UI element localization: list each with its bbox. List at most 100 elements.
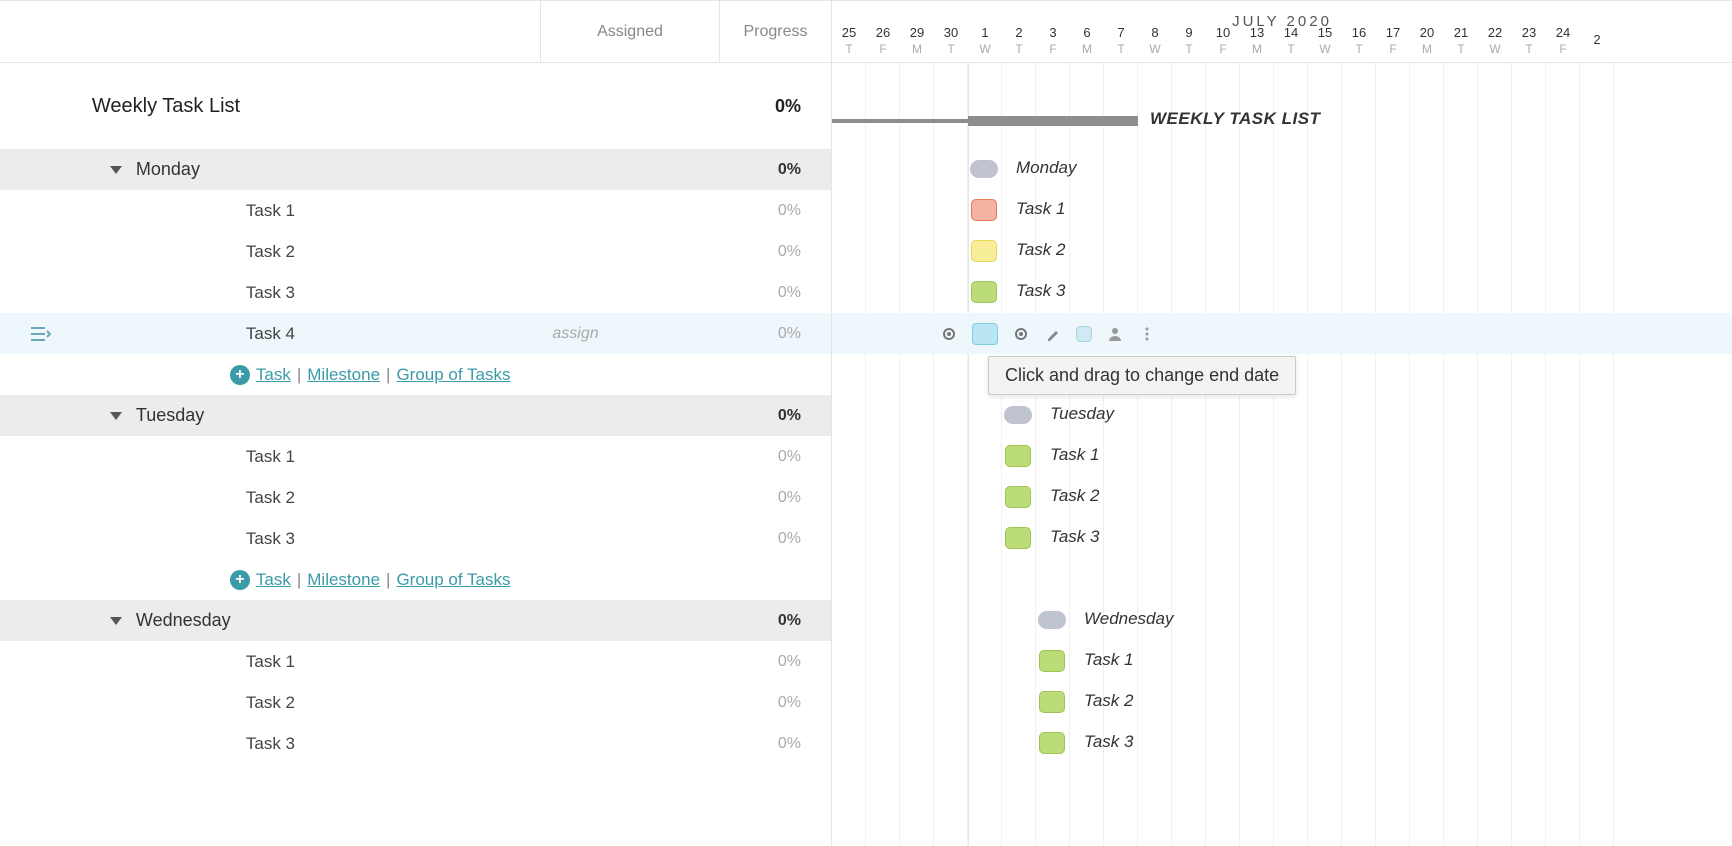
task-row[interactable]: Task 20% <box>0 682 831 723</box>
timeline-panel: JULY 2020 25T26F29M30T1W2T3F6M7T8W9T10F1… <box>832 1 1732 846</box>
add-links: + Task | Milestone | Group of Tasks <box>230 365 511 385</box>
drag-end-icon[interactable] <box>1012 325 1030 343</box>
add-group-link[interactable]: Group of Tasks <box>396 365 510 385</box>
date-cell[interactable]: 2 <box>1580 18 1614 62</box>
date-cell[interactable]: 30T <box>934 18 968 62</box>
add-milestone-link[interactable]: Milestone <box>307 365 380 385</box>
task-name[interactable]: Task 4 <box>246 324 295 344</box>
color-icon[interactable] <box>1076 326 1092 342</box>
group-name[interactable]: Monday <box>136 159 200 180</box>
task-name[interactable]: Task 1 <box>246 652 295 672</box>
date-cell[interactable]: 1W <box>968 18 1002 62</box>
group-bar-label: Tuesday <box>1050 404 1114 424</box>
task-bar[interactable] <box>972 323 998 345</box>
add-task-link[interactable]: Task <box>256 365 291 385</box>
task-row[interactable]: Task 20% <box>0 477 831 518</box>
assign-placeholder[interactable]: assign <box>552 325 598 343</box>
task-row[interactable]: Task 30% <box>0 518 831 559</box>
date-cell[interactable]: 16T <box>1342 18 1376 62</box>
plus-icon[interactable]: + <box>230 365 250 385</box>
date-cell[interactable]: 23T <box>1512 18 1546 62</box>
task-bar-label: Task 3 <box>1050 527 1099 547</box>
task-bar[interactable] <box>1039 691 1065 713</box>
date-cell[interactable]: 26F <box>866 18 900 62</box>
group-row[interactable]: Monday0% <box>0 149 831 190</box>
task-bar[interactable] <box>971 281 997 303</box>
date-cell[interactable]: 7T <box>1104 18 1138 62</box>
task-bar[interactable] <box>1005 445 1031 467</box>
task-bar[interactable] <box>1039 650 1065 672</box>
app-root: Assigned Progress Weekly Task List0%Mond… <box>0 0 1732 846</box>
task-name[interactable]: Task 2 <box>246 693 295 713</box>
task-name[interactable]: Task 2 <box>246 488 295 508</box>
date-cell[interactable]: 21T <box>1444 18 1478 62</box>
timeline-header: JULY 2020 25T26F29M30T1W2T3F6M7T8W9T10F1… <box>832 1 1732 63</box>
date-cell[interactable]: 2T <box>1002 18 1036 62</box>
date-cell[interactable]: 8W <box>1138 18 1172 62</box>
task-row[interactable]: Task 10% <box>0 436 831 477</box>
task-row[interactable]: Task 30% <box>0 723 831 764</box>
task-row[interactable]: Task 10% <box>0 641 831 682</box>
task-bar[interactable] <box>1005 486 1031 508</box>
task-row[interactable]: Task 30% <box>0 272 831 313</box>
task-bar-label: Task 2 <box>1050 486 1099 506</box>
group-bar[interactable] <box>1038 611 1066 629</box>
date-cell[interactable]: 17F <box>1376 18 1410 62</box>
date-cell[interactable]: 9T <box>1172 18 1206 62</box>
task-name[interactable]: Task 3 <box>246 734 295 754</box>
date-cell[interactable]: 14T <box>1274 18 1308 62</box>
drag-start-icon[interactable] <box>940 325 958 343</box>
date-cell[interactable]: 3F <box>1036 18 1070 62</box>
task-name[interactable]: Task 1 <box>246 447 295 467</box>
date-cell[interactable]: 20M <box>1410 18 1444 62</box>
task-name[interactable]: Task 3 <box>246 529 295 549</box>
group-bar[interactable] <box>970 160 998 178</box>
date-cell[interactable]: 22W <box>1478 18 1512 62</box>
task-row[interactable]: Task 10% <box>0 190 831 231</box>
task-bar[interactable] <box>1039 732 1065 754</box>
edit-icon[interactable] <box>1044 325 1062 343</box>
task-name[interactable]: Task 2 <box>246 242 295 262</box>
project-title[interactable]: Weekly Task List <box>92 95 240 118</box>
date-cell[interactable]: 29M <box>900 18 934 62</box>
task-name[interactable]: Task 1 <box>246 201 295 221</box>
assign-icon[interactable] <box>1106 325 1124 343</box>
add-row: + Task | Milestone | Group of Tasks <box>0 354 831 395</box>
collapse-icon[interactable] <box>110 166 122 174</box>
task-bar[interactable] <box>971 240 997 262</box>
add-milestone-link[interactable]: Milestone <box>307 570 380 590</box>
column-header-assigned[interactable]: Assigned <box>540 1 719 62</box>
date-cell[interactable]: 10F <box>1206 18 1240 62</box>
group-name[interactable]: Tuesday <box>136 405 204 426</box>
date-cell[interactable]: 25T <box>832 18 866 62</box>
more-icon[interactable] <box>1138 325 1156 343</box>
add-task-link[interactable]: Task <box>256 570 291 590</box>
group-row[interactable]: Wednesday0% <box>0 600 831 641</box>
add-group-link[interactable]: Group of Tasks <box>396 570 510 590</box>
collapse-icon[interactable] <box>110 412 122 420</box>
group-bar[interactable] <box>1004 406 1032 424</box>
left-header: Assigned Progress <box>0 1 831 63</box>
project-bar[interactable] <box>832 119 1138 123</box>
group-row[interactable]: Tuesday0% <box>0 395 831 436</box>
task-bar[interactable] <box>1005 527 1031 549</box>
task-name[interactable]: Task 3 <box>246 283 295 303</box>
row-handle-icon[interactable] <box>29 325 51 343</box>
project-row[interactable]: Weekly Task List0% <box>0 63 831 149</box>
group-bar-label: Wednesday <box>1084 609 1173 629</box>
task-bar[interactable] <box>971 199 997 221</box>
plus-icon[interactable]: + <box>230 570 250 590</box>
task-bar-toolbar <box>940 323 1156 345</box>
date-cell[interactable]: 13M <box>1240 18 1274 62</box>
task-bar-label: Task 1 <box>1050 445 1099 465</box>
column-header-progress[interactable]: Progress <box>719 1 831 62</box>
collapse-icon[interactable] <box>110 617 122 625</box>
task-row[interactable]: Task 20% <box>0 231 831 272</box>
task-list-panel: Assigned Progress Weekly Task List0%Mond… <box>0 1 832 846</box>
date-cell[interactable]: 6M <box>1070 18 1104 62</box>
date-cell[interactable]: 24F <box>1546 18 1580 62</box>
task-bar-label: Task 2 <box>1084 691 1133 711</box>
task-row[interactable]: Task 4assign0% <box>0 313 831 354</box>
group-name[interactable]: Wednesday <box>136 610 231 631</box>
date-cell[interactable]: 15W <box>1308 18 1342 62</box>
